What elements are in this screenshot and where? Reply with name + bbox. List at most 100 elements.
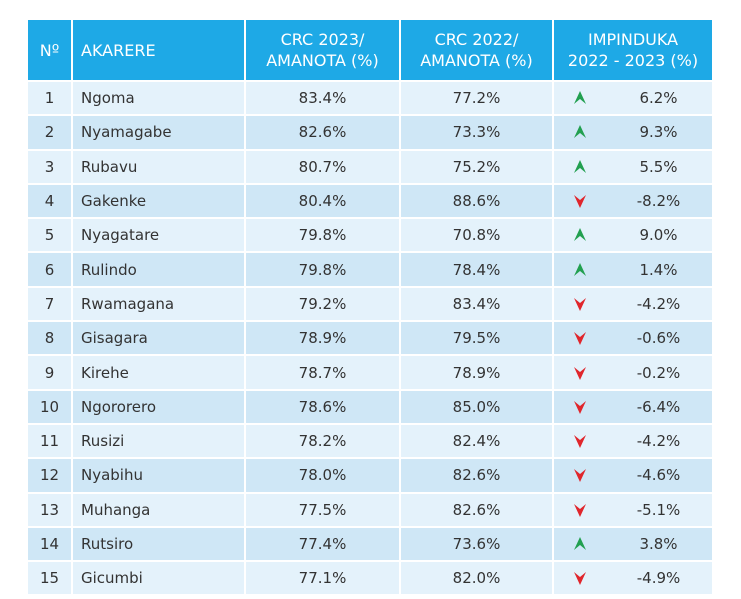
arrow-shape xyxy=(573,228,586,242)
score-2022: 82.4% xyxy=(400,422,554,460)
trend-cell xyxy=(553,285,605,323)
table-row: 4 Gakenke 80.4% 88.6% -8.2% xyxy=(28,182,712,220)
down-arrow xyxy=(573,195,586,209)
table-row: 12 Nyabihu 78.0% 82.6% -4.6% xyxy=(28,457,712,494)
district: Rutsiro xyxy=(72,525,246,563)
header-line: AMANOTA (%) xyxy=(266,51,379,70)
arrow-shape xyxy=(573,469,586,483)
score-2023: 79.8% xyxy=(245,251,401,288)
score-2022: 70.8% xyxy=(400,217,554,254)
change: 5.5% xyxy=(605,148,712,185)
score-2023: 79.8% xyxy=(245,217,401,254)
header-row: Nº AKARERE CRC 2023/AMANOTA (%) CRC 2022/AM… xyxy=(28,20,712,81)
district: Rusizi xyxy=(72,422,246,460)
header-line: 2022 - 2023 (%) xyxy=(567,51,699,70)
table-row: 13 Muhanga 77.5% 82.6% -5.1% xyxy=(28,491,712,528)
header-line: IMPINDUKA xyxy=(587,30,679,49)
arrow-shape xyxy=(573,125,586,139)
arrow-shape xyxy=(573,400,586,414)
rank: 15 xyxy=(28,560,73,597)
up-arrow xyxy=(573,262,586,276)
score-2023: 78.7% xyxy=(245,354,401,391)
down-arrow xyxy=(573,297,586,311)
header-line: Nº xyxy=(39,40,60,60)
table-row: 15 Gicumbi 77.1% 82.0% -4.9% xyxy=(28,560,712,597)
rank: 14 xyxy=(28,525,73,563)
number-header: Nº xyxy=(28,20,73,81)
arrow-shape xyxy=(573,537,586,550)
score-2023: 77.1% xyxy=(245,560,401,597)
change: -4.6% xyxy=(605,457,712,494)
score-2023: 83.4% xyxy=(245,79,401,117)
rank: 7 xyxy=(28,285,73,323)
score-2023: 78.2% xyxy=(245,422,401,460)
up-arrow xyxy=(573,228,586,242)
score-2023: 78.9% xyxy=(245,320,401,357)
trend-cell xyxy=(553,79,605,117)
district: Gakenke xyxy=(72,182,246,220)
trend-cell xyxy=(553,388,605,425)
rank: 13 xyxy=(28,491,73,528)
table-row: 11 Rusizi 78.2% 82.4% -4.2% xyxy=(28,422,712,460)
change: -0.2% xyxy=(605,354,712,391)
arrow-shape xyxy=(573,297,586,311)
score-2023: 78.6% xyxy=(245,388,401,425)
change: -8.2% xyxy=(605,182,712,220)
up-arrow xyxy=(573,159,586,173)
down-arrow xyxy=(573,366,586,380)
change: -4.9% xyxy=(605,560,712,597)
district: Rwamagana xyxy=(72,285,246,323)
rank: 6 xyxy=(28,251,73,288)
district: Rubavu xyxy=(72,148,246,185)
district-header: AKARERE xyxy=(72,20,246,81)
score-2022: 88.6% xyxy=(400,182,554,220)
change: -5.1% xyxy=(605,491,712,528)
table-row: 6 Rulindo 79.8% 78.4% 1.4% xyxy=(28,251,712,288)
score-2023: 80.7% xyxy=(245,148,401,185)
trend-cell xyxy=(553,251,605,288)
district: Gicumbi xyxy=(72,560,246,597)
score-2022: 78.4% xyxy=(400,251,554,288)
rank: 4 xyxy=(28,182,73,220)
header-line: CRC 2023/ xyxy=(280,30,365,49)
district: Nyamagabe xyxy=(72,114,246,151)
score-2022: 82.6% xyxy=(400,491,554,528)
rank: 5 xyxy=(28,217,73,254)
score-2022-header: CRC 2022/AMANOTA (%) xyxy=(400,20,554,81)
score-2022: 82.0% xyxy=(400,560,554,597)
district: Nyabihu xyxy=(72,457,246,494)
trend-cell xyxy=(553,320,605,357)
district: Ngoma xyxy=(72,79,246,117)
trend-cell xyxy=(553,457,605,494)
change: -6.4% xyxy=(605,388,712,425)
score-2022: 73.6% xyxy=(400,525,554,563)
change: 3.8% xyxy=(605,525,712,563)
change: 1.4% xyxy=(605,251,712,288)
score-2022: 75.2% xyxy=(400,148,554,185)
table-row: 10 Ngororero 78.6% 85.0% -6.4% xyxy=(28,388,712,425)
score-2023: 80.4% xyxy=(245,182,401,220)
district: Gisagara xyxy=(72,320,246,357)
rank: 1 xyxy=(28,79,73,117)
score-2023: 77.5% xyxy=(245,491,401,528)
table-header: Nº AKARERE CRC 2023/AMANOTA (%) CRC 2022/AM… xyxy=(28,20,712,81)
rank: 2 xyxy=(28,114,73,151)
score-2022: 85.0% xyxy=(400,388,554,425)
down-arrow xyxy=(573,332,586,346)
district: Nyagatare xyxy=(72,217,246,254)
trend-cell xyxy=(553,560,605,597)
district: Kirehe xyxy=(72,354,246,391)
district: Muhanga xyxy=(72,491,246,528)
trend-cell xyxy=(553,182,605,220)
rank: 11 xyxy=(28,422,73,460)
trend-cell xyxy=(553,422,605,460)
up-arrow xyxy=(573,91,586,105)
score-2023: 82.6% xyxy=(245,114,401,151)
table-row: 3 Rubavu 80.7% 75.2% 5.5% xyxy=(28,148,712,185)
header-line: AMANOTA (%) xyxy=(420,51,533,70)
down-arrow xyxy=(573,435,586,449)
rank: 12 xyxy=(28,457,73,494)
arrow-shape xyxy=(573,195,586,209)
down-arrow xyxy=(573,572,586,586)
